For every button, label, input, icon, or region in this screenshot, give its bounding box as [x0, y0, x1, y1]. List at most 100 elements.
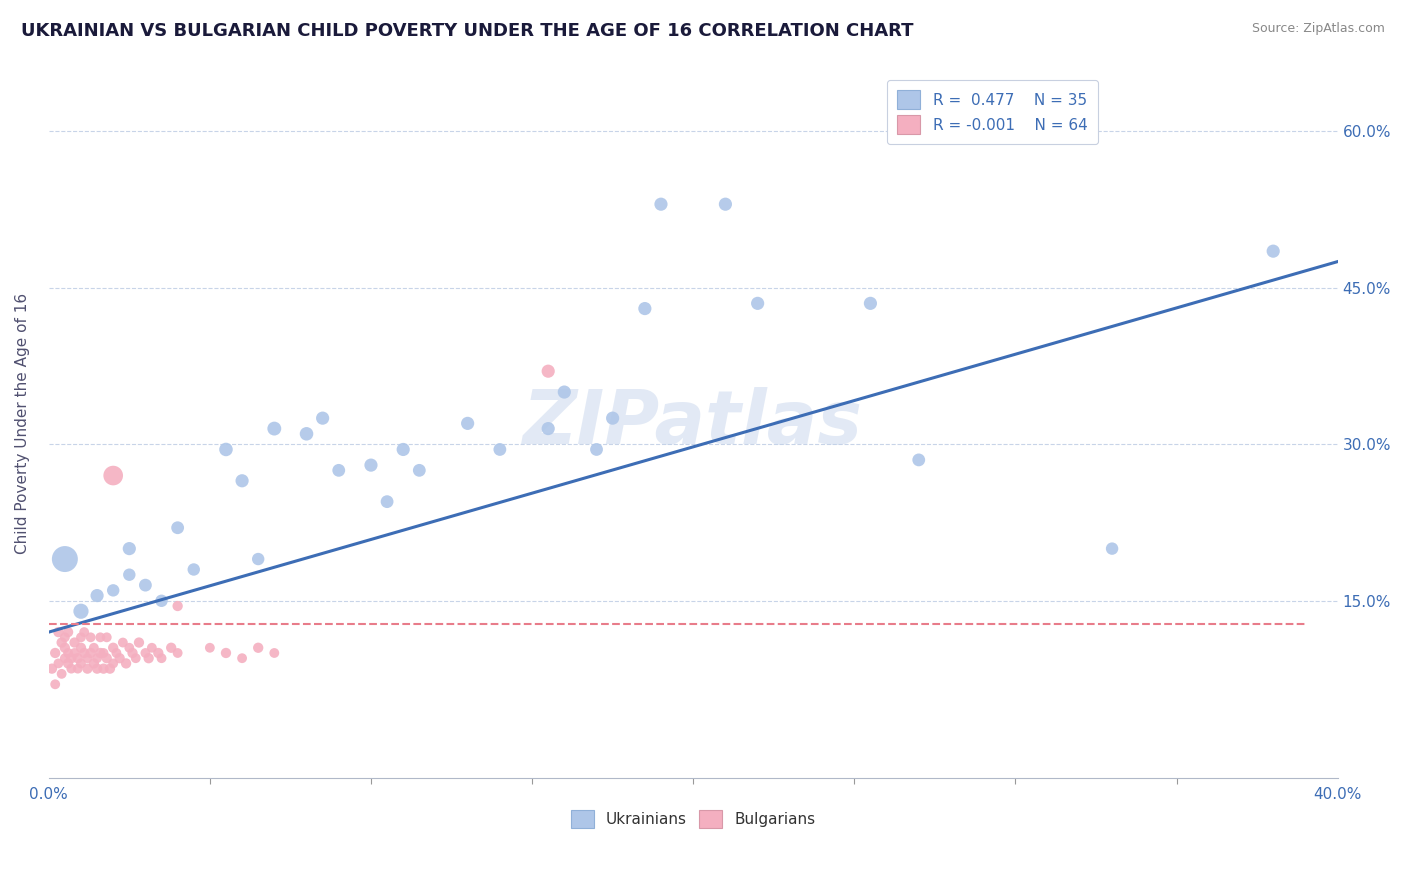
Point: [73, 625, 96, 640]
Point: [96, 651, 118, 665]
Point: [328, 463, 350, 477]
Point: [56, 657, 79, 671]
Point: [215, 646, 238, 660]
Point: [134, 578, 156, 592]
Point: [634, 301, 657, 316]
Point: [231, 651, 253, 665]
Point: [66, 651, 89, 665]
Point: [86, 589, 108, 603]
Point: [48, 657, 70, 671]
Point: [489, 442, 512, 457]
Point: [160, 640, 183, 655]
Point: [44, 677, 66, 691]
Point: [103, 640, 125, 655]
Point: [93, 662, 115, 676]
Point: [150, 594, 173, 608]
Point: [79, 646, 101, 660]
Point: [1263, 244, 1285, 259]
Point: [83, 657, 105, 671]
Point: [86, 662, 108, 676]
Point: [118, 567, 141, 582]
Point: [118, 541, 141, 556]
Point: [166, 646, 188, 660]
Point: [231, 474, 253, 488]
Point: [166, 521, 188, 535]
Point: [41, 662, 63, 676]
Point: [89, 646, 111, 660]
Text: UKRAINIAN VS BULGARIAN CHILD POVERTY UNDER THE AGE OF 16 CORRELATION CHART: UKRAINIAN VS BULGARIAN CHILD POVERTY UND…: [21, 22, 914, 40]
Point: [183, 562, 205, 576]
Point: [63, 646, 86, 660]
Point: [83, 640, 105, 655]
Point: [141, 640, 163, 655]
Point: [53, 552, 76, 566]
Point: [1101, 541, 1123, 556]
Point: [311, 411, 333, 425]
Point: [86, 651, 108, 665]
Point: [247, 552, 270, 566]
Point: [70, 640, 93, 655]
Point: [360, 458, 382, 472]
Point: [70, 604, 93, 618]
Point: [714, 197, 737, 211]
Point: [105, 646, 128, 660]
Point: [98, 662, 121, 676]
Point: [408, 463, 430, 477]
Point: [53, 651, 76, 665]
Point: [125, 651, 148, 665]
Point: [73, 646, 96, 660]
Point: [56, 625, 79, 640]
Point: [76, 651, 98, 665]
Point: [263, 646, 285, 660]
Point: [63, 635, 86, 649]
Point: [295, 426, 318, 441]
Point: [103, 657, 125, 671]
Point: [134, 646, 156, 660]
Point: [150, 651, 173, 665]
Point: [48, 625, 70, 640]
Point: [215, 442, 238, 457]
Point: [602, 411, 624, 425]
Point: [53, 640, 76, 655]
Point: [198, 640, 221, 655]
Y-axis label: Child Poverty Under the Age of 16: Child Poverty Under the Age of 16: [15, 293, 30, 554]
Point: [747, 296, 769, 310]
Point: [148, 646, 170, 660]
Point: [60, 662, 83, 676]
Point: [70, 630, 93, 644]
Point: [537, 364, 560, 378]
Point: [650, 197, 672, 211]
Point: [66, 662, 89, 676]
Point: [118, 640, 141, 655]
Point: [93, 646, 115, 660]
Point: [128, 635, 150, 649]
Point: [121, 646, 143, 660]
Point: [96, 630, 118, 644]
Point: [108, 651, 131, 665]
Point: [103, 468, 125, 483]
Point: [553, 385, 575, 400]
Point: [392, 442, 415, 457]
Point: [263, 421, 285, 435]
Point: [51, 666, 73, 681]
Point: [79, 630, 101, 644]
Point: [60, 651, 83, 665]
Point: [859, 296, 882, 310]
Point: [247, 640, 270, 655]
Point: [89, 630, 111, 644]
Point: [103, 583, 125, 598]
Point: [76, 662, 98, 676]
Point: [56, 646, 79, 660]
Point: [70, 657, 93, 671]
Point: [51, 635, 73, 649]
Point: [115, 657, 138, 671]
Point: [585, 442, 607, 457]
Point: [166, 599, 188, 613]
Point: [537, 421, 560, 435]
Legend: Ukrainians, Bulgarians: Ukrainians, Bulgarians: [565, 804, 821, 834]
Point: [111, 635, 134, 649]
Point: [53, 630, 76, 644]
Point: [44, 646, 66, 660]
Point: [907, 453, 929, 467]
Point: [375, 494, 398, 508]
